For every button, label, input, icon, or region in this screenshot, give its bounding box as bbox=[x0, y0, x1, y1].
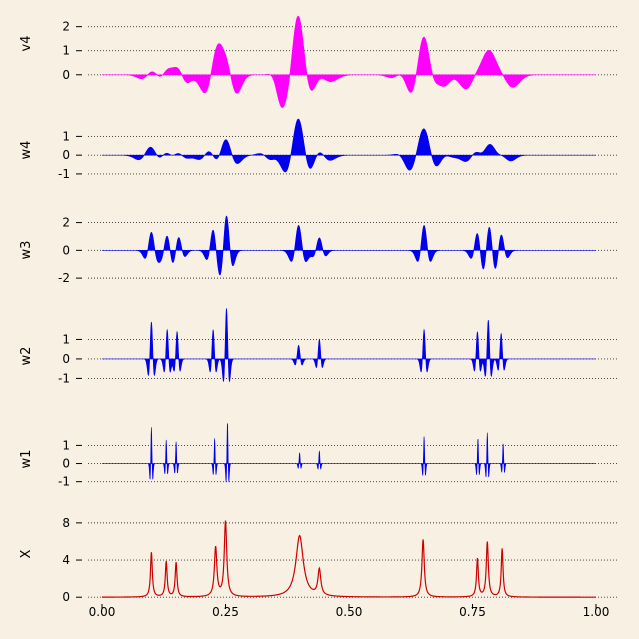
y-tick-label: 0 bbox=[62, 68, 70, 82]
x-tick-label: 0.50 bbox=[336, 605, 363, 619]
x-tick-label: 1.00 bbox=[583, 605, 610, 619]
series-area-w3 bbox=[102, 215, 596, 276]
y-tick-label: -1 bbox=[58, 167, 70, 181]
y-tick-label: 0 bbox=[62, 457, 70, 471]
y-tick-label: 1 bbox=[62, 129, 70, 143]
panel-w3: -2 0 2 w3 bbox=[19, 215, 618, 285]
y-tick-label: -1 bbox=[58, 475, 70, 489]
x-axis: 0.00 0.25 0.50 0.75 1.00 bbox=[89, 604, 610, 619]
panel-label: w3 bbox=[19, 241, 34, 260]
y-tick-label: 1 bbox=[62, 438, 70, 452]
x-tick-label: 0.00 bbox=[89, 605, 116, 619]
y-tick-label: 0 bbox=[62, 352, 70, 366]
panel-w1: -1 0 1 w1 bbox=[19, 423, 618, 489]
panel-label: w4 bbox=[19, 141, 34, 160]
panels-group: 0 1 2 v4 -1 0 1 w4 -2 0 2 w3 -1 0 1 w2 -1 0 1 w1 0 4 8 X bbox=[19, 15, 618, 604]
panel-label: w2 bbox=[19, 347, 34, 366]
panel-label: w1 bbox=[19, 450, 34, 469]
y-tick-label: -1 bbox=[58, 371, 70, 385]
y-tick-label: 1 bbox=[62, 44, 70, 58]
series-area-w4 bbox=[102, 118, 596, 173]
series-area-w2 bbox=[102, 308, 596, 383]
x-tick-label: 0.25 bbox=[212, 605, 239, 619]
panel-X: 0 4 8 X bbox=[19, 516, 618, 604]
y-tick-label: 8 bbox=[62, 516, 70, 530]
panel-w4: -1 0 1 w4 bbox=[19, 118, 618, 181]
series-area-v4 bbox=[102, 15, 596, 108]
panel-label: X bbox=[19, 549, 34, 558]
y-tick-label: 2 bbox=[62, 20, 70, 34]
y-tick-label: -2 bbox=[58, 271, 70, 285]
y-tick-label: 1 bbox=[62, 332, 70, 346]
series-line-X bbox=[102, 520, 596, 598]
y-tick-label: 0 bbox=[62, 243, 70, 257]
y-tick-label: 0 bbox=[62, 148, 70, 162]
panel-v4: 0 1 2 v4 bbox=[19, 15, 618, 108]
panel-w2: -1 0 1 w2 bbox=[19, 308, 618, 385]
series-area-w1 bbox=[102, 423, 596, 483]
x-tick-label: 0.75 bbox=[459, 605, 486, 619]
y-tick-label: 0 bbox=[62, 590, 70, 604]
y-tick-label: 2 bbox=[62, 216, 70, 230]
y-tick-label: 4 bbox=[62, 553, 70, 567]
panel-label: v4 bbox=[19, 36, 34, 52]
